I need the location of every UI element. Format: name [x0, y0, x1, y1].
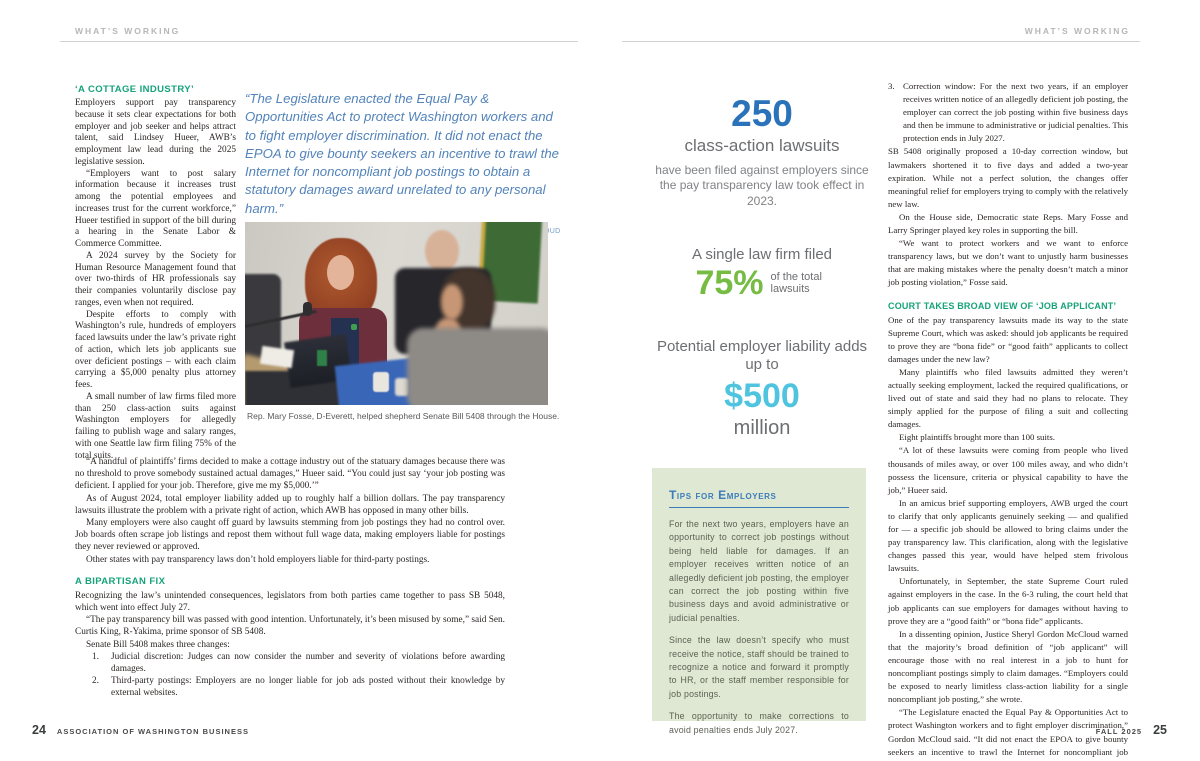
paragraph: “A lot of these lawsuits were coming fro… [888, 445, 1128, 495]
paragraph: “Employers want to post salary informati… [75, 168, 236, 250]
photo-person-behind-head [425, 230, 459, 272]
list-item-number: 1. [92, 651, 99, 662]
list-item-number: 3. [888, 81, 895, 91]
photo-white-cup-2 [395, 378, 409, 396]
stat-liability-lead: Potential employer liability adds up to [656, 338, 868, 374]
page-number-right: 25 [1153, 723, 1167, 737]
paragraph: Many plaintiffs who filed lawsuits admit… [888, 366, 1128, 430]
footer-publication-label: ASSOCIATION OF WASHINGTON BUSINESS [56, 727, 249, 736]
paragraph: Senate Bill 5408 makes three changes: [86, 639, 230, 650]
photo-foreground-person-face [441, 284, 463, 320]
tips-box-heading: Tips for Employers [669, 488, 849, 508]
paragraph: For the next two years, employers have a… [669, 519, 849, 623]
paragraph: In an amicus brief supporting employers,… [888, 497, 1128, 574]
stats-column: 250 class-action lawsuits have been file… [653, 95, 871, 440]
pull-quote-text: “The Legislature enacted the Equal Pay &… [245, 91, 559, 216]
running-header-right: WHAT’S WORKING [1024, 26, 1130, 36]
footer-issue-label: FALL 2025 [1095, 727, 1143, 736]
pull-quote: “The Legislature enacted the Equal Pay &… [245, 90, 567, 236]
paragraph: Since the law doesn’t specify who must r… [669, 635, 849, 699]
list-item-text: Judicial discretion: Judges can now cons… [111, 651, 505, 675]
stat-single-firm-lead: A single law firm filed [691, 246, 833, 264]
footer-right: FALL 2025 25 [1096, 723, 1167, 737]
paragraph: On the House side, Democratic state Reps… [888, 211, 1128, 236]
list-item: 1. Judicial discretion: Judges can now c… [75, 651, 505, 675]
stat-percentage-caption: of the total lawsuits [770, 270, 822, 296]
running-header-left: WHAT’S WORKING [75, 26, 181, 36]
page-number-left: 24 [32, 723, 46, 737]
final-paragraph: “The Legislature enacted the Equal Pay &… [888, 706, 1128, 761]
paragraph: SB 5408 originally proposed a 10-day cor… [888, 146, 1128, 209]
section-heading-cottage-industry: ‘A COTTAGE INDUSTRY’ [75, 84, 195, 95]
photo-green-cup [317, 350, 327, 366]
paragraph: Eight plaintiffs brought more than 100 s… [899, 432, 1055, 443]
stat-single-firm: A single law firm filed 75% of the total… [653, 246, 871, 300]
paragraph: Despite efforts to comply with Washingto… [75, 309, 236, 391]
tips-for-employers-box: Tips for Employers For the next two year… [652, 468, 866, 735]
header-rule-right [622, 41, 1140, 42]
stat-liability-unit: million [733, 416, 791, 439]
paragraph: “A handful of plaintiffs’ firms decided … [75, 457, 505, 492]
list-item: 2. Third-party postings: Employers are n… [75, 675, 505, 699]
photo-lapel-pin [351, 324, 357, 330]
paragraph: “We want to protect workers and we want … [888, 238, 1128, 288]
right-text-column: 3. Correction window: For the next two y… [888, 80, 1128, 761]
photo-microphone-head [303, 302, 312, 316]
paragraph: Other states with pay transparency laws … [86, 554, 430, 565]
section-heading-bipartisan-fix: A BIPARTISAN FIX [75, 575, 166, 587]
paragraph: A small number of law firms filed more t… [75, 391, 236, 461]
stat-liability: Potential employer liability adds up to … [653, 338, 871, 439]
paragraph: As of August 2024, total employer liabil… [75, 493, 505, 516]
paragraph: Employers support pay transparency becau… [75, 98, 236, 167]
cottage-industry-column: ‘A COTTAGE INDUSTRY’ Employers support p… [75, 84, 236, 462]
paragraph: The opportunity to make corrections to a… [669, 711, 849, 735]
footer-left: 24 ASSOCIATION OF WASHINGTON BUSINESS [32, 723, 249, 737]
list-item-number: 2. [92, 676, 99, 687]
paragraph: Unfortunately, in September, the state S… [888, 576, 1128, 626]
stat-lawsuit-count: 250 [731, 93, 793, 134]
section-heading-court-view: COURT TAKES BROAD VIEW OF ‘JOB APPLICANT… [888, 300, 1117, 311]
photo-fosse-face [327, 255, 354, 290]
paragraph: “The pay transparency bill was passed wi… [75, 615, 505, 638]
list-item: 3. Correction window: For the next two y… [888, 80, 1128, 145]
stat-percentage-value: 75% [695, 264, 764, 303]
stat-single-firm-row: 75% of the total lawsuits [653, 266, 871, 300]
photo-caption: Rep. Mary Fosse, D-Everett, helped sheph… [247, 411, 560, 421]
paragraph: Many employers were also caught off guar… [75, 518, 505, 553]
stat-lawsuit-label: class-action lawsuits [684, 136, 840, 155]
photo-foreground-person-suit [407, 328, 548, 405]
list-item-text: Correction window: For the next two year… [903, 81, 1128, 144]
stat-lawsuit-description: have been filed against employers since … [655, 162, 869, 208]
paragraph: Recognizing the law’s unintended consequ… [75, 590, 505, 614]
header-rule-left [60, 41, 578, 42]
list-item-text: Third-party postings: Employers are no l… [111, 676, 505, 699]
paragraph: In a dissenting opinion, Justice Sheryl … [888, 628, 1128, 705]
wide-text-block: “A handful of plaintiffs’ firms decided … [75, 456, 505, 700]
photo-white-cup [373, 372, 389, 392]
paragraph: A 2024 survey by the Society for Human R… [75, 250, 236, 308]
final-paragraph-text: “The Legislature enacted the Equal Pay &… [888, 707, 1128, 761]
hearing-photo [245, 222, 548, 405]
paragraph: One of the pay transparency lawsuits mad… [888, 314, 1128, 364]
stat-liability-value: $500 [724, 377, 800, 416]
